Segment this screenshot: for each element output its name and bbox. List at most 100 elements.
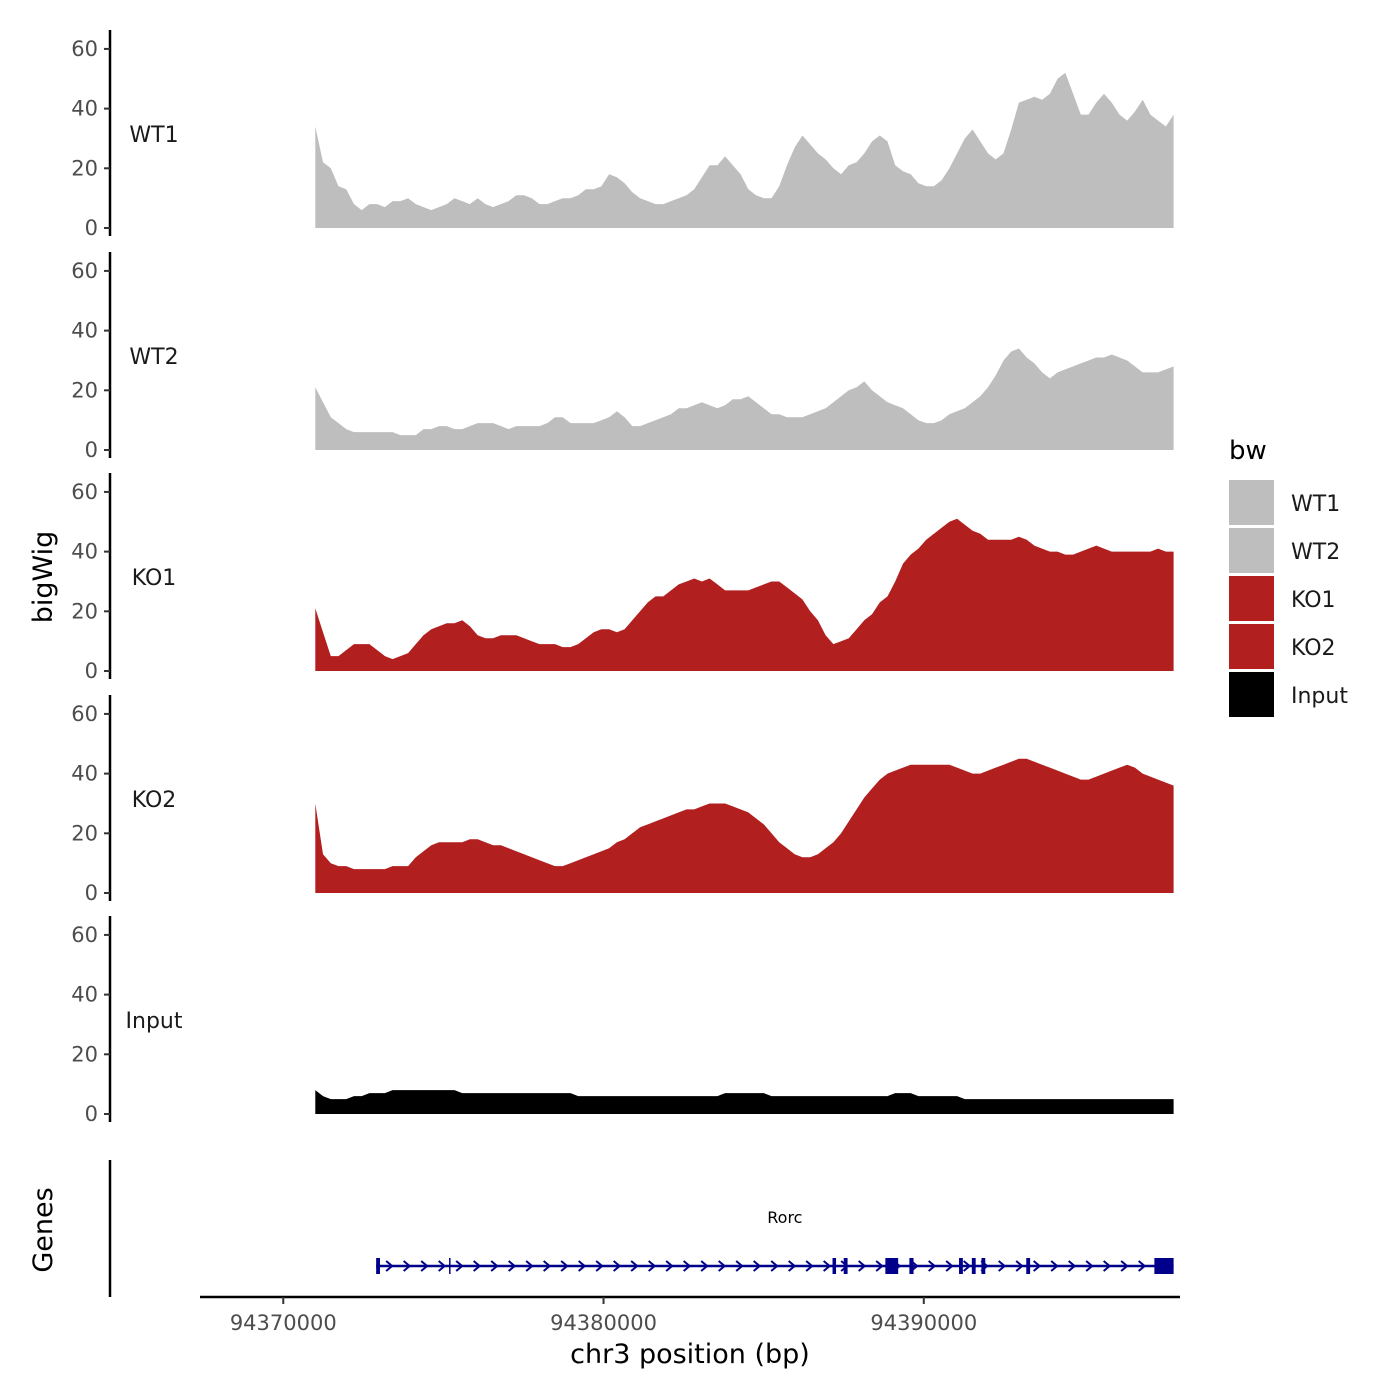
strand-arrow <box>525 1260 534 1272</box>
strand-arrow <box>578 1260 587 1272</box>
y-tick-label: 40 <box>71 983 98 1007</box>
y-tick-label: 0 <box>85 881 98 905</box>
strand-arrow <box>823 1260 832 1272</box>
y-tick-label: 0 <box>85 659 98 683</box>
x-axis-title: chr3 position (bp) <box>570 1339 810 1370</box>
genes-axis-title: Genes <box>28 1187 59 1272</box>
y-tick-label: 40 <box>71 319 98 343</box>
strand-arrow <box>735 1260 744 1272</box>
y-tick-label: 20 <box>71 378 98 402</box>
track-input: 0 20 40 60 Input <box>71 916 1174 1126</box>
exon <box>376 1258 380 1274</box>
gene-label: Rorc <box>767 1208 802 1227</box>
x-axis: 94370000 94380000 94390000 <box>200 1295 1180 1335</box>
legend-label: Input <box>1291 684 1348 709</box>
strand-arrow <box>613 1260 622 1272</box>
strand-arrow <box>928 1260 937 1272</box>
legend-label: KO1 <box>1291 588 1336 613</box>
strand-arrow <box>1067 1260 1077 1272</box>
track-wt1: 0 20 40 60 WT1 <box>71 30 1174 240</box>
strand-arrow <box>1050 1260 1059 1272</box>
legend-key-ko2 <box>1229 624 1274 669</box>
tracks-layer: 0 20 40 60 WT1 0 20 40 60 WT2 0 20 40 60 KO1 0 20 40 60 KO2… <box>71 30 1174 1126</box>
strand-arrow <box>385 1260 394 1272</box>
strand-arrow <box>665 1260 674 1272</box>
strand-arrow <box>1102 1260 1112 1272</box>
x-tick-label: 94390000 <box>870 1311 977 1335</box>
strand-arrow <box>858 1260 867 1272</box>
strand-arrow <box>788 1260 797 1272</box>
legend-key-input <box>1229 672 1274 717</box>
gene-track: Rorc <box>108 1160 1174 1297</box>
strand-arrow <box>473 1260 482 1272</box>
y-tick-label: 40 <box>71 97 98 121</box>
track-label: Input <box>126 1009 183 1034</box>
strand-arrow <box>683 1260 692 1272</box>
strand-arrow <box>770 1260 779 1272</box>
strand-arrow <box>543 1260 552 1272</box>
strand-arrow <box>718 1260 727 1272</box>
y-tick-label: 0 <box>85 1102 98 1126</box>
strand-arrow <box>490 1260 499 1272</box>
signal-area-wt2 <box>315 348 1174 450</box>
exon <box>959 1258 963 1274</box>
signal-area-input <box>315 1090 1174 1114</box>
exon <box>971 1258 976 1274</box>
strand-arrow <box>1085 1260 1094 1272</box>
track-ko1: 0 20 40 60 KO1 <box>71 473 1174 683</box>
exon <box>1026 1258 1031 1274</box>
strand-arrow <box>630 1260 639 1272</box>
strand-arrow <box>963 1260 972 1272</box>
exon <box>1154 1258 1174 1274</box>
signal-area-wt1 <box>315 72 1174 228</box>
track-label: WT2 <box>129 345 178 370</box>
y-tick-label: 60 <box>71 923 98 947</box>
track-label: KO2 <box>132 788 177 813</box>
strand-arrow <box>648 1260 657 1272</box>
strand-arrow <box>455 1260 464 1272</box>
legend-title: bw <box>1229 436 1267 466</box>
legend-key-ko1 <box>1229 576 1274 621</box>
exon <box>909 1258 914 1274</box>
y-tick-label: 0 <box>85 438 98 462</box>
strand-arrow <box>560 1260 569 1272</box>
strand-arrow <box>508 1260 517 1272</box>
strand-arrow <box>998 1260 1007 1272</box>
strand-arrow <box>875 1260 884 1272</box>
x-tick-label: 94370000 <box>230 1311 337 1335</box>
legend-key-wt2 <box>1229 528 1274 573</box>
strand-arrow <box>1137 1260 1147 1272</box>
exon <box>885 1258 899 1274</box>
legend: bw WT1 WT2 KO1 KO2 Input <box>1229 436 1348 717</box>
strand-arrow <box>438 1260 447 1272</box>
strand-arrow <box>420 1260 429 1272</box>
y-tick-label: 40 <box>71 762 98 786</box>
y-tick-label: 20 <box>71 599 98 623</box>
strand-arrow <box>1015 1260 1024 1272</box>
strand-arrow <box>753 1260 762 1272</box>
legend-label: KO2 <box>1291 636 1336 661</box>
x-tick-label: 94380000 <box>550 1311 657 1335</box>
y-axis-title: bigWig <box>28 531 59 624</box>
y-tick-label: 20 <box>71 1042 98 1066</box>
exon <box>832 1258 837 1274</box>
y-tick-label: 40 <box>71 540 98 564</box>
strand-arrow <box>805 1260 814 1272</box>
strand-arrow <box>595 1260 604 1272</box>
track-label: KO1 <box>132 566 177 591</box>
strand-arrow <box>700 1260 709 1272</box>
y-tick-label: 60 <box>71 480 98 504</box>
legend-label: WT1 <box>1291 492 1340 517</box>
strand-arrow <box>1120 1260 1129 1272</box>
track-label: WT1 <box>129 123 178 148</box>
signal-area-ko1 <box>315 518 1174 671</box>
track-wt2: 0 20 40 60 WT2 <box>71 252 1174 462</box>
y-tick-label: 20 <box>71 156 98 180</box>
y-tick-label: 20 <box>71 821 98 845</box>
exon <box>981 1258 986 1274</box>
legend-key-wt1 <box>1229 480 1274 525</box>
signal-area-ko2 <box>315 758 1174 893</box>
y-tick-label: 0 <box>85 216 98 240</box>
exon <box>843 1258 848 1274</box>
